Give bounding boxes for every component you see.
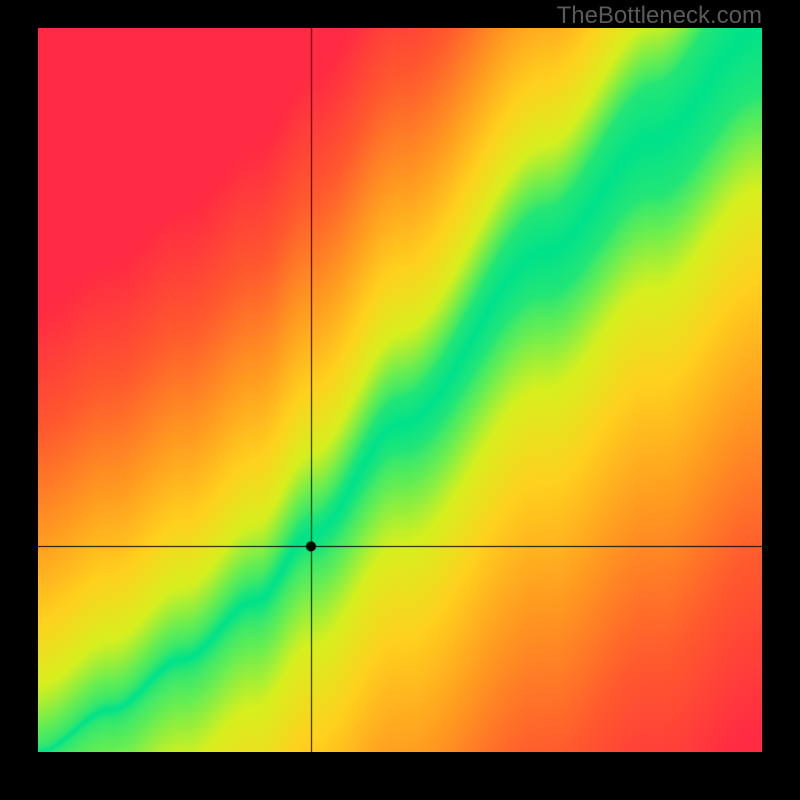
watermark-text: TheBottleneck.com xyxy=(557,2,762,30)
figure-container: { "figure": { "width": 800, "height": 80… xyxy=(0,0,800,800)
crosshair-overlay xyxy=(38,28,762,752)
plot-area xyxy=(38,28,762,752)
